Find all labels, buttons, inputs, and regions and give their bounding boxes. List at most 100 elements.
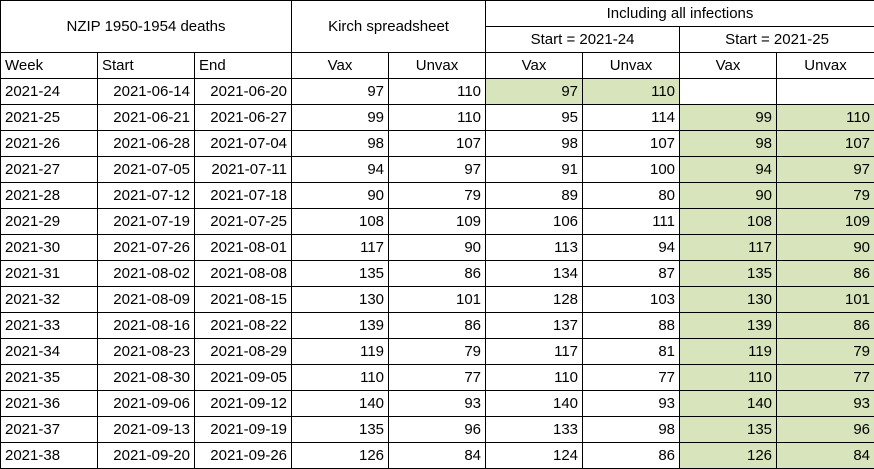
cell-kirch-vax[interactable]: 94	[291, 156, 390, 183]
group-header-kirch[interactable]: Kirch spreadsheet	[291, 0, 487, 53]
cell-a-unvax[interactable]: 98	[582, 416, 681, 443]
cell-start[interactable]: 2021-09-13	[97, 416, 195, 443]
cell-kirch-unvax[interactable]: 79	[388, 182, 487, 209]
cell-start[interactable]: 2021-08-30	[97, 364, 195, 391]
cell-a-unvax[interactable]: 80	[582, 182, 681, 209]
cell-a-unvax[interactable]: 87	[582, 260, 681, 287]
cell-kirch-unvax[interactable]: 96	[388, 416, 487, 443]
cell-kirch-vax[interactable]: 108	[291, 208, 390, 235]
cell-end[interactable]: 2021-08-22	[193, 312, 293, 339]
cell-b-vax[interactable]: 98	[679, 130, 778, 157]
cell-b-unvax[interactable]	[776, 78, 874, 105]
cell-kirch-vax[interactable]: 130	[291, 286, 390, 313]
cell-start[interactable]: 2021-08-09	[97, 286, 195, 313]
cell-a-vax[interactable]: 91	[485, 156, 584, 183]
cell-end[interactable]: 2021-07-25	[193, 208, 293, 235]
col-header-b-unvax[interactable]: Unvax	[776, 52, 874, 79]
cell-kirch-vax[interactable]: 139	[291, 312, 390, 339]
cell-b-unvax[interactable]: 86	[776, 312, 874, 339]
cell-a-unvax[interactable]: 93	[582, 390, 681, 417]
cell-start[interactable]: 2021-06-21	[97, 104, 195, 131]
cell-b-unvax[interactable]: 79	[776, 338, 874, 365]
col-header-a-vax[interactable]: Vax	[485, 52, 584, 79]
cell-b-vax[interactable]: 135	[679, 260, 778, 287]
cell-a-vax[interactable]: 97	[485, 78, 584, 105]
cell-a-vax[interactable]: 113	[485, 234, 584, 261]
col-header-kirch-unvax[interactable]: Unvax	[388, 52, 487, 79]
cell-kirch-vax[interactable]: 99	[291, 104, 390, 131]
cell-a-vax[interactable]: 106	[485, 208, 584, 235]
cell-b-unvax[interactable]: 101	[776, 286, 874, 313]
cell-b-vax[interactable]: 99	[679, 104, 778, 131]
cell-a-vax[interactable]: 128	[485, 286, 584, 313]
cell-a-vax[interactable]: 110	[485, 364, 584, 391]
cell-b-vax[interactable]: 108	[679, 208, 778, 235]
cell-week[interactable]: 2021-30	[0, 234, 98, 261]
cell-a-unvax[interactable]: 110	[582, 78, 681, 105]
cell-a-vax[interactable]: 133	[485, 416, 584, 443]
cell-a-vax[interactable]: 117	[485, 338, 584, 365]
cell-a-vax[interactable]: 134	[485, 260, 584, 287]
cell-end[interactable]: 2021-07-18	[193, 182, 293, 209]
cell-b-vax[interactable]: 94	[679, 156, 778, 183]
cell-end[interactable]: 2021-07-11	[193, 156, 293, 183]
cell-a-vax[interactable]: 140	[485, 390, 584, 417]
cell-kirch-unvax[interactable]: 79	[388, 338, 487, 365]
cell-start[interactable]: 2021-07-19	[97, 208, 195, 235]
cell-kirch-vax[interactable]: 140	[291, 390, 390, 417]
cell-end[interactable]: 2021-08-15	[193, 286, 293, 313]
cell-b-vax[interactable]: 140	[679, 390, 778, 417]
cell-start[interactable]: 2021-08-16	[97, 312, 195, 339]
cell-a-unvax[interactable]: 88	[582, 312, 681, 339]
cell-b-unvax[interactable]: 93	[776, 390, 874, 417]
cell-kirch-vax[interactable]: 135	[291, 260, 390, 287]
cell-week[interactable]: 2021-34	[0, 338, 98, 365]
cell-a-unvax[interactable]: 114	[582, 104, 681, 131]
cell-kirch-unvax[interactable]: 107	[388, 130, 487, 157]
cell-week[interactable]: 2021-35	[0, 364, 98, 391]
cell-week[interactable]: 2021-27	[0, 156, 98, 183]
cell-kirch-unvax[interactable]: 90	[388, 234, 487, 261]
cell-b-unvax[interactable]: 109	[776, 208, 874, 235]
subheader-start-2021-25[interactable]: Start = 2021-25	[679, 26, 874, 53]
cell-kirch-vax[interactable]: 97	[291, 78, 390, 105]
col-header-end[interactable]: End	[193, 52, 293, 79]
cell-start[interactable]: 2021-07-26	[97, 234, 195, 261]
cell-a-vax[interactable]: 124	[485, 442, 584, 469]
group-header-nzip[interactable]: NZIP 1950-1954 deaths	[0, 0, 293, 53]
cell-week[interactable]: 2021-37	[0, 416, 98, 443]
cell-kirch-vax[interactable]: 98	[291, 130, 390, 157]
cell-b-unvax[interactable]: 96	[776, 416, 874, 443]
cell-b-unvax[interactable]: 90	[776, 234, 874, 261]
cell-b-unvax[interactable]: 110	[776, 104, 874, 131]
cell-end[interactable]: 2021-06-27	[193, 104, 293, 131]
cell-kirch-vax[interactable]: 90	[291, 182, 390, 209]
cell-a-vax[interactable]: 89	[485, 182, 584, 209]
cell-a-vax[interactable]: 98	[485, 130, 584, 157]
cell-b-unvax[interactable]: 79	[776, 182, 874, 209]
cell-b-vax[interactable]: 110	[679, 364, 778, 391]
cell-b-unvax[interactable]: 84	[776, 442, 874, 469]
cell-start[interactable]: 2021-06-14	[97, 78, 195, 105]
cell-kirch-unvax[interactable]: 110	[388, 78, 487, 105]
col-header-a-unvax[interactable]: Unvax	[582, 52, 681, 79]
cell-kirch-vax[interactable]: 110	[291, 364, 390, 391]
cell-b-vax[interactable]: 139	[679, 312, 778, 339]
cell-kirch-unvax[interactable]: 86	[388, 312, 487, 339]
cell-a-vax[interactable]: 95	[485, 104, 584, 131]
cell-kirch-unvax[interactable]: 101	[388, 286, 487, 313]
cell-a-unvax[interactable]: 103	[582, 286, 681, 313]
cell-week[interactable]: 2021-32	[0, 286, 98, 313]
cell-a-unvax[interactable]: 107	[582, 130, 681, 157]
cell-kirch-unvax[interactable]: 84	[388, 442, 487, 469]
cell-a-unvax[interactable]: 81	[582, 338, 681, 365]
cell-b-vax[interactable]: 119	[679, 338, 778, 365]
cell-end[interactable]: 2021-08-08	[193, 260, 293, 287]
cell-kirch-vax[interactable]: 119	[291, 338, 390, 365]
cell-kirch-vax[interactable]: 135	[291, 416, 390, 443]
cell-start[interactable]: 2021-08-23	[97, 338, 195, 365]
cell-kirch-vax[interactable]: 126	[291, 442, 390, 469]
cell-kirch-unvax[interactable]: 110	[388, 104, 487, 131]
cell-b-vax[interactable]: 135	[679, 416, 778, 443]
cell-end[interactable]: 2021-08-01	[193, 234, 293, 261]
